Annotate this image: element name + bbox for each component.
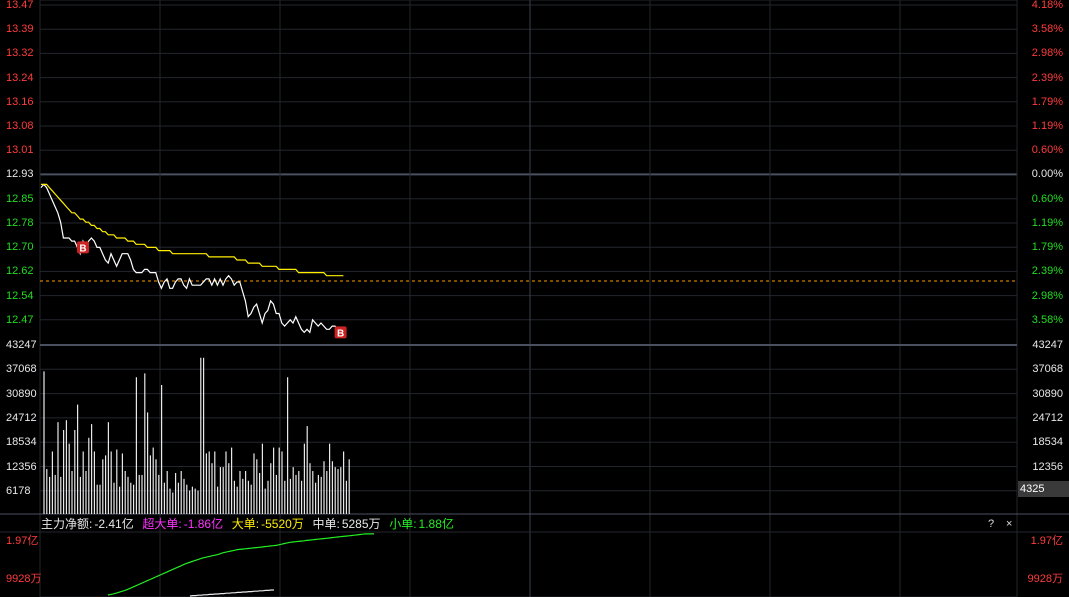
volume-tick-label: 43247 <box>6 339 37 351</box>
price-tick-label: 12.47 <box>6 313 34 326</box>
buy-marker-label: B <box>79 243 86 254</box>
flow-tick-label: 1.97亿 <box>1030 535 1063 547</box>
percent-tick-label: 2.39% <box>1031 71 1063 84</box>
buy-marker-badge <box>77 241 89 254</box>
percent-tick-label: 1.79% <box>1031 241 1063 254</box>
volume-readout: 4325 <box>1018 481 1069 497</box>
main-net-label: 主力净额: <box>41 517 93 531</box>
large-order-value: -5520万 <box>261 517 304 531</box>
price-tick-label: 12.85 <box>6 192 34 205</box>
percent-tick-label: 2.39% <box>1031 265 1063 278</box>
volume-tick-label: 30890 <box>1032 387 1063 400</box>
help-button[interactable]: ? <box>988 518 995 530</box>
buy-marker-label: B <box>337 328 344 339</box>
main-net-value: -2.41亿 <box>94 517 134 531</box>
medium-order-label: 中单: <box>312 517 340 531</box>
flow-tick-label: 1.97亿 <box>6 535 39 547</box>
small-order-label: 小单: <box>389 517 417 531</box>
price-tick-label: 12.78 <box>6 217 34 229</box>
percent-tick-label: 1.79% <box>1031 95 1063 108</box>
volume-tick-label: 24712 <box>1032 411 1063 424</box>
volume-tick-label: 12356 <box>6 460 37 473</box>
price-tick-label: 12.93 <box>6 168 34 181</box>
close-button[interactable]: × <box>1006 518 1013 530</box>
fund-flow-legend: 主力净额: -2.41亿 超大单: -1.86亿 大单: -5520万 中单: 5285… <box>41 516 456 532</box>
percent-tick-label: 4.18% <box>1031 0 1063 11</box>
large-order-label: 大单: <box>231 517 260 531</box>
price-tick-label: 13.16 <box>6 95 34 108</box>
medium_order-flow-line <box>189 589 274 597</box>
flow-tick-label: 9928万 <box>1027 573 1063 585</box>
percent-tick-label: 1.19% <box>1031 217 1063 229</box>
percent-tick-label: 3.58% <box>1031 313 1063 326</box>
percent-tick-label: 2.98% <box>1031 289 1063 302</box>
price-tick-label: 13.47 <box>6 0 34 11</box>
super-large-label: 超大单: <box>142 517 182 531</box>
small_order-flow-line <box>107 533 374 596</box>
price-tick-label: 13.08 <box>6 120 34 132</box>
volume-tick-label: 24712 <box>6 411 37 424</box>
percent-tick-label: 3.58% <box>1031 23 1063 36</box>
price-tick-label: 13.32 <box>6 47 34 60</box>
volume-tick-label: 37068 <box>6 363 37 376</box>
percent-tick-label: 2.98% <box>1031 47 1063 60</box>
percent-tick-label: 0.00% <box>1031 168 1063 181</box>
volume-tick-label: 18534 <box>6 436 37 449</box>
volume-tick-label: 37068 <box>1032 363 1063 376</box>
percent-tick-label: 0.60% <box>1031 192 1063 205</box>
volume-tick-label: 43247 <box>1032 339 1063 351</box>
medium-order-value: 5285万 <box>341 517 381 531</box>
super-large-value: -1.86亿 <box>183 517 224 531</box>
percent-tick-label: 1.19% <box>1031 120 1063 132</box>
small-order-value: 1.88亿 <box>418 517 454 531</box>
volume-tick-label: 12356 <box>1032 460 1063 473</box>
price-tick-label: 13.24 <box>6 71 34 84</box>
volume-tick-label: 30890 <box>6 387 37 400</box>
average-price-line <box>41 183 344 277</box>
price-line <box>40 183 344 334</box>
price-tick-label: 12.54 <box>6 289 34 302</box>
price-tick-label: 12.70 <box>6 241 34 254</box>
price-tick-label: 13.01 <box>6 144 34 157</box>
percent-tick-label: 0.60% <box>1031 144 1063 157</box>
buy-marker-badge <box>334 326 347 339</box>
price-tick-label: 13.39 <box>6 23 34 36</box>
flow-tick-label: 9928万 <box>6 573 42 585</box>
volume-tick-label: 6178 <box>6 484 31 497</box>
volume-tick-label: 18534 <box>1032 436 1063 449</box>
price-tick-label: 12.62 <box>6 265 34 278</box>
